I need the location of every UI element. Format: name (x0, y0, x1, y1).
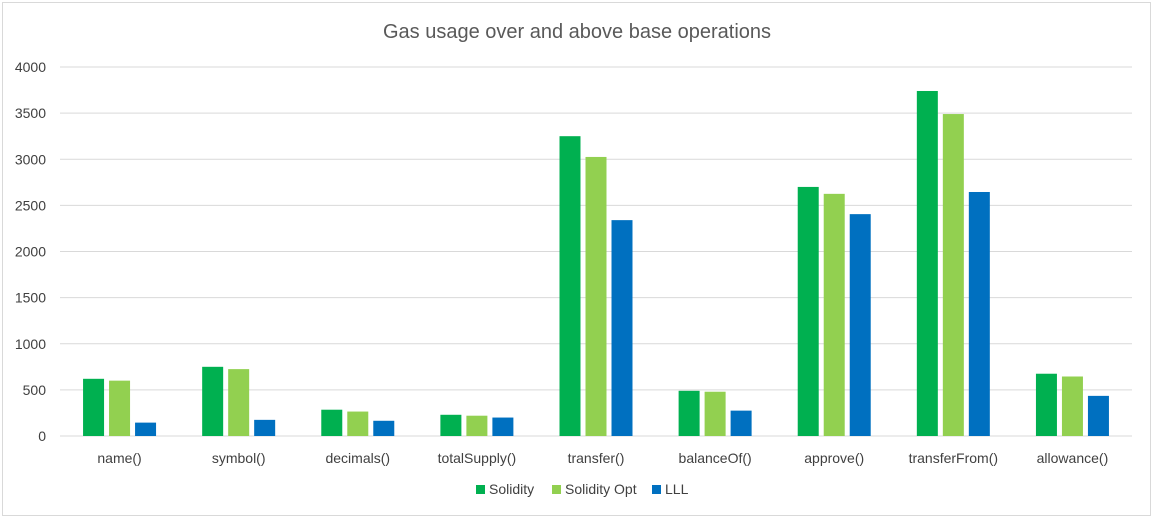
bar-solidity-opt (823, 193, 845, 436)
bar-lll (849, 214, 871, 436)
x-category-label: totalSupply() (438, 450, 517, 466)
bar-lll (373, 420, 395, 436)
bar-solidity (202, 366, 224, 436)
bar-solidity-opt (466, 415, 488, 436)
y-tick-label: 1500 (15, 290, 46, 306)
x-category-label: approve() (804, 450, 864, 466)
y-tick-label: 2000 (15, 244, 46, 260)
bar-solidity-opt (1061, 376, 1083, 436)
legend-swatch (552, 485, 561, 494)
legend-label: Solidity (489, 481, 534, 497)
bar-lll (1087, 395, 1109, 436)
x-category-label: transfer() (568, 450, 625, 466)
x-category-label: allowance() (1037, 450, 1109, 466)
bar-solidity (916, 90, 938, 437)
chart-title: Gas usage over and above base operations (383, 21, 771, 43)
bar-solidity (83, 378, 105, 436)
legend-swatch (476, 485, 485, 494)
y-tick-label: 2500 (15, 197, 46, 213)
bar-solidity (797, 186, 819, 436)
x-category-label: decimals() (325, 450, 390, 466)
bar-lll (611, 220, 633, 436)
bar-solidity-opt (347, 411, 369, 436)
bar-solidity-opt (585, 156, 607, 436)
bar-solidity (1035, 373, 1057, 436)
y-tick-label: 3500 (15, 105, 46, 121)
legend-label: Solidity Opt (565, 481, 637, 497)
bar-solidity-opt (942, 114, 964, 437)
bar-solidity-opt (228, 369, 250, 436)
bar-solidity-opt (109, 380, 131, 436)
bar-solidity-opt (704, 391, 726, 436)
bar-lll (135, 422, 157, 436)
bar-solidity (678, 390, 700, 436)
x-category-label: balanceOf() (679, 450, 752, 466)
legend-label: LLL (665, 481, 689, 497)
bar-lll (730, 410, 752, 436)
bar-solidity (321, 409, 343, 436)
y-tick-label: 4000 (15, 59, 46, 75)
y-tick-label: 0 (38, 428, 46, 444)
legend-swatch (652, 485, 661, 494)
bar-lll (492, 417, 514, 436)
y-tick-label: 1000 (15, 336, 46, 352)
bar-solidity (440, 414, 462, 436)
x-category-label: symbol() (212, 450, 266, 466)
y-tick-label: 500 (23, 382, 47, 398)
x-category-label: transferFrom() (909, 450, 998, 466)
bar-solidity (559, 136, 581, 436)
x-category-label: name() (97, 450, 141, 466)
bar-lll (968, 191, 990, 436)
bar-lll (254, 419, 276, 436)
y-tick-label: 3000 (15, 151, 46, 167)
